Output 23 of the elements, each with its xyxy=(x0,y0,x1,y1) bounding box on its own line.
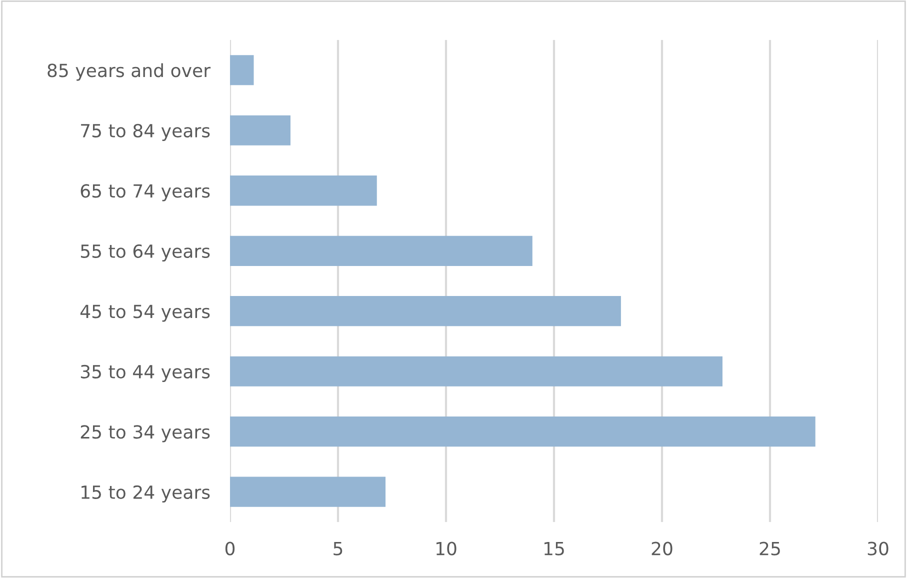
y-tick-label: 45 to 54 years xyxy=(80,304,210,322)
y-tick-label: 85 years and over xyxy=(48,63,211,81)
x-tick-label: 10 xyxy=(436,542,456,556)
x-tick-label: 30 xyxy=(868,542,888,556)
bar xyxy=(230,416,816,447)
bar xyxy=(230,476,386,507)
bar xyxy=(230,176,377,206)
y-tick-label: 35 to 44 years xyxy=(80,364,210,382)
bar xyxy=(230,236,532,266)
y-tick-label: 25 to 34 years xyxy=(80,425,210,442)
x-tick-label: 15 xyxy=(544,542,564,556)
x-tick-label: 20 xyxy=(652,542,672,556)
x-tick-label: 0 xyxy=(225,542,235,556)
bar xyxy=(230,356,722,386)
y-tick-label: 75 to 84 years xyxy=(81,124,210,141)
y-tick-label: 65 to 74 years xyxy=(80,184,210,202)
bar xyxy=(230,115,290,146)
y-tick-label: 15 to 24 years xyxy=(82,485,210,502)
y-tick-label: 55 to 64 years xyxy=(80,244,210,262)
bar xyxy=(230,296,621,326)
bar xyxy=(230,55,254,86)
x-tick-label: 5 xyxy=(334,542,342,556)
x-tick-label: 25 xyxy=(760,542,780,556)
